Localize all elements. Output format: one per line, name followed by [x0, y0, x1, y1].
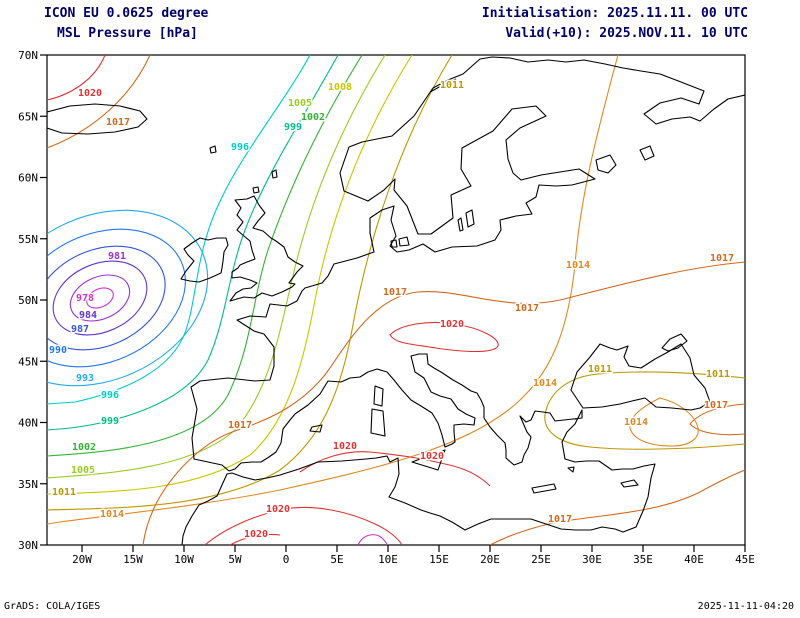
contour-label: 999 — [101, 416, 119, 427]
lon-tick-label: 25E — [531, 553, 551, 566]
contour-label: 996 — [101, 390, 119, 401]
contour-label: 1014 — [100, 509, 124, 520]
lon-tick-label: 35E — [633, 553, 653, 566]
contour-label: 1011 — [588, 364, 612, 375]
coast-shetland — [271, 169, 278, 179]
lake-ladoga — [595, 154, 617, 174]
contour-label: 993 — [76, 373, 94, 384]
contour-label: 978 — [76, 293, 94, 304]
lon-tick-label: 10W — [174, 553, 194, 566]
contour-label: 1002 — [301, 112, 325, 123]
contour-label: 1020 — [420, 451, 444, 462]
coast-sardinia — [370, 408, 386, 437]
lon-tick-label: 10E — [378, 553, 398, 566]
coast-lofoten — [429, 78, 457, 93]
coastlines — [47, 56, 745, 545]
coast-mainland-north — [190, 56, 745, 472]
contour-label: 1005 — [71, 465, 95, 476]
isobars — [47, 55, 745, 545]
coast-rhodes — [567, 466, 575, 473]
coast-gotland — [465, 209, 475, 228]
contour-label: 1014 — [533, 378, 557, 389]
coast-iceland — [47, 103, 148, 135]
valid-time-label: Valid(+10): 2025.NOV.11. 10 UTC — [505, 26, 748, 41]
axis-ticks: 20W 15W 10W 5W 0 5E 10E 15E 20E 25E 30E 35E 40E 45E 70… — [18, 49, 755, 566]
coast-funen — [390, 239, 398, 248]
lon-tick-label: 40E — [684, 553, 704, 566]
coast-orkney — [252, 186, 260, 194]
contour-label: 1017 — [704, 400, 728, 411]
lat-tick-label: 60N — [18, 172, 38, 185]
grads-credit: GrADS: COLA/IGES — [4, 601, 101, 612]
contour-label: 1002 — [72, 442, 96, 453]
coast-mallorca — [309, 424, 323, 433]
lon-tick-label: 20W — [72, 553, 92, 566]
creation-timestamp: 2025-11-11-04:20 — [697, 601, 794, 612]
lat-tick-label: 45N — [18, 355, 38, 368]
lat-tick-label: 50N — [18, 294, 38, 307]
coast-faroe — [209, 145, 217, 154]
coast-black-sea — [570, 343, 711, 411]
contour-label: 1020 — [244, 529, 268, 540]
contour-label: 987 — [71, 324, 89, 335]
coast-cyprus — [620, 479, 639, 488]
contour-label: 1011 — [52, 487, 76, 498]
model-title: ICON EU 0.0625 degree — [44, 6, 209, 21]
lon-tick-label: 15E — [429, 553, 449, 566]
map-frame — [46, 54, 746, 546]
lat-tick-label: 35N — [18, 478, 38, 491]
contour-label: 1020 — [266, 504, 290, 515]
contour-label: 1005 — [288, 98, 312, 109]
contour-label: 1011 — [440, 80, 464, 91]
lat-tick-label: 70N — [18, 49, 38, 62]
contour-label: 1017 — [106, 117, 130, 128]
contour-label: 1017 — [548, 514, 572, 525]
lon-tick-label: 5W — [228, 553, 242, 566]
coast-corsica — [373, 385, 384, 407]
coast-zealand — [398, 236, 410, 247]
coast-azov-sea — [661, 333, 688, 352]
contour-label: 1008 — [328, 82, 352, 93]
lon-tick-label: 5E — [330, 553, 343, 566]
contour-label: 1017 — [383, 287, 407, 298]
lat-tick-label: 65N — [18, 110, 38, 123]
contour-label: 996 — [231, 142, 249, 153]
lat-tick-label: 55N — [18, 233, 38, 246]
contour-label: 984 — [79, 310, 97, 321]
contour-label: 1014 — [624, 417, 648, 428]
coast-great-britain — [229, 195, 304, 302]
contour-label: 1014 — [566, 260, 590, 271]
contour-label: 999 — [284, 122, 302, 133]
lat-tick-label: 40N — [18, 417, 38, 430]
coast-crete — [531, 483, 557, 494]
coast-mediterranean — [181, 353, 656, 545]
contour-label: 1017 — [710, 253, 734, 264]
lat-tick-label: 30N — [18, 539, 38, 552]
contour-label: 1017 — [228, 420, 252, 431]
contour-label: 990 — [49, 345, 67, 356]
contour-label: 1017 — [515, 303, 539, 314]
coast-ireland — [180, 237, 229, 283]
contour-label: 981 — [108, 251, 126, 262]
coast-sicily — [411, 449, 446, 471]
contour-label: 1020 — [78, 88, 102, 99]
init-time-label: Initialisation: 2025.11.11. 00 UTC — [481, 6, 748, 21]
field-title: MSL Pressure [hPa] — [57, 26, 198, 41]
lake-onega — [639, 145, 655, 161]
contour-label: 1020 — [333, 441, 357, 452]
contour-label: 1020 — [440, 319, 464, 330]
lon-tick-label: 0 — [283, 553, 290, 566]
lon-tick-label: 30E — [582, 553, 602, 566]
contour-labels: 9789819849879909939969991002100510111014… — [47, 79, 735, 542]
lon-tick-label: 20E — [480, 553, 500, 566]
coast-oland — [457, 217, 464, 232]
lon-tick-label: 45E — [735, 553, 755, 566]
lon-tick-label: 15W — [123, 553, 143, 566]
contour-label: 1011 — [706, 369, 730, 380]
